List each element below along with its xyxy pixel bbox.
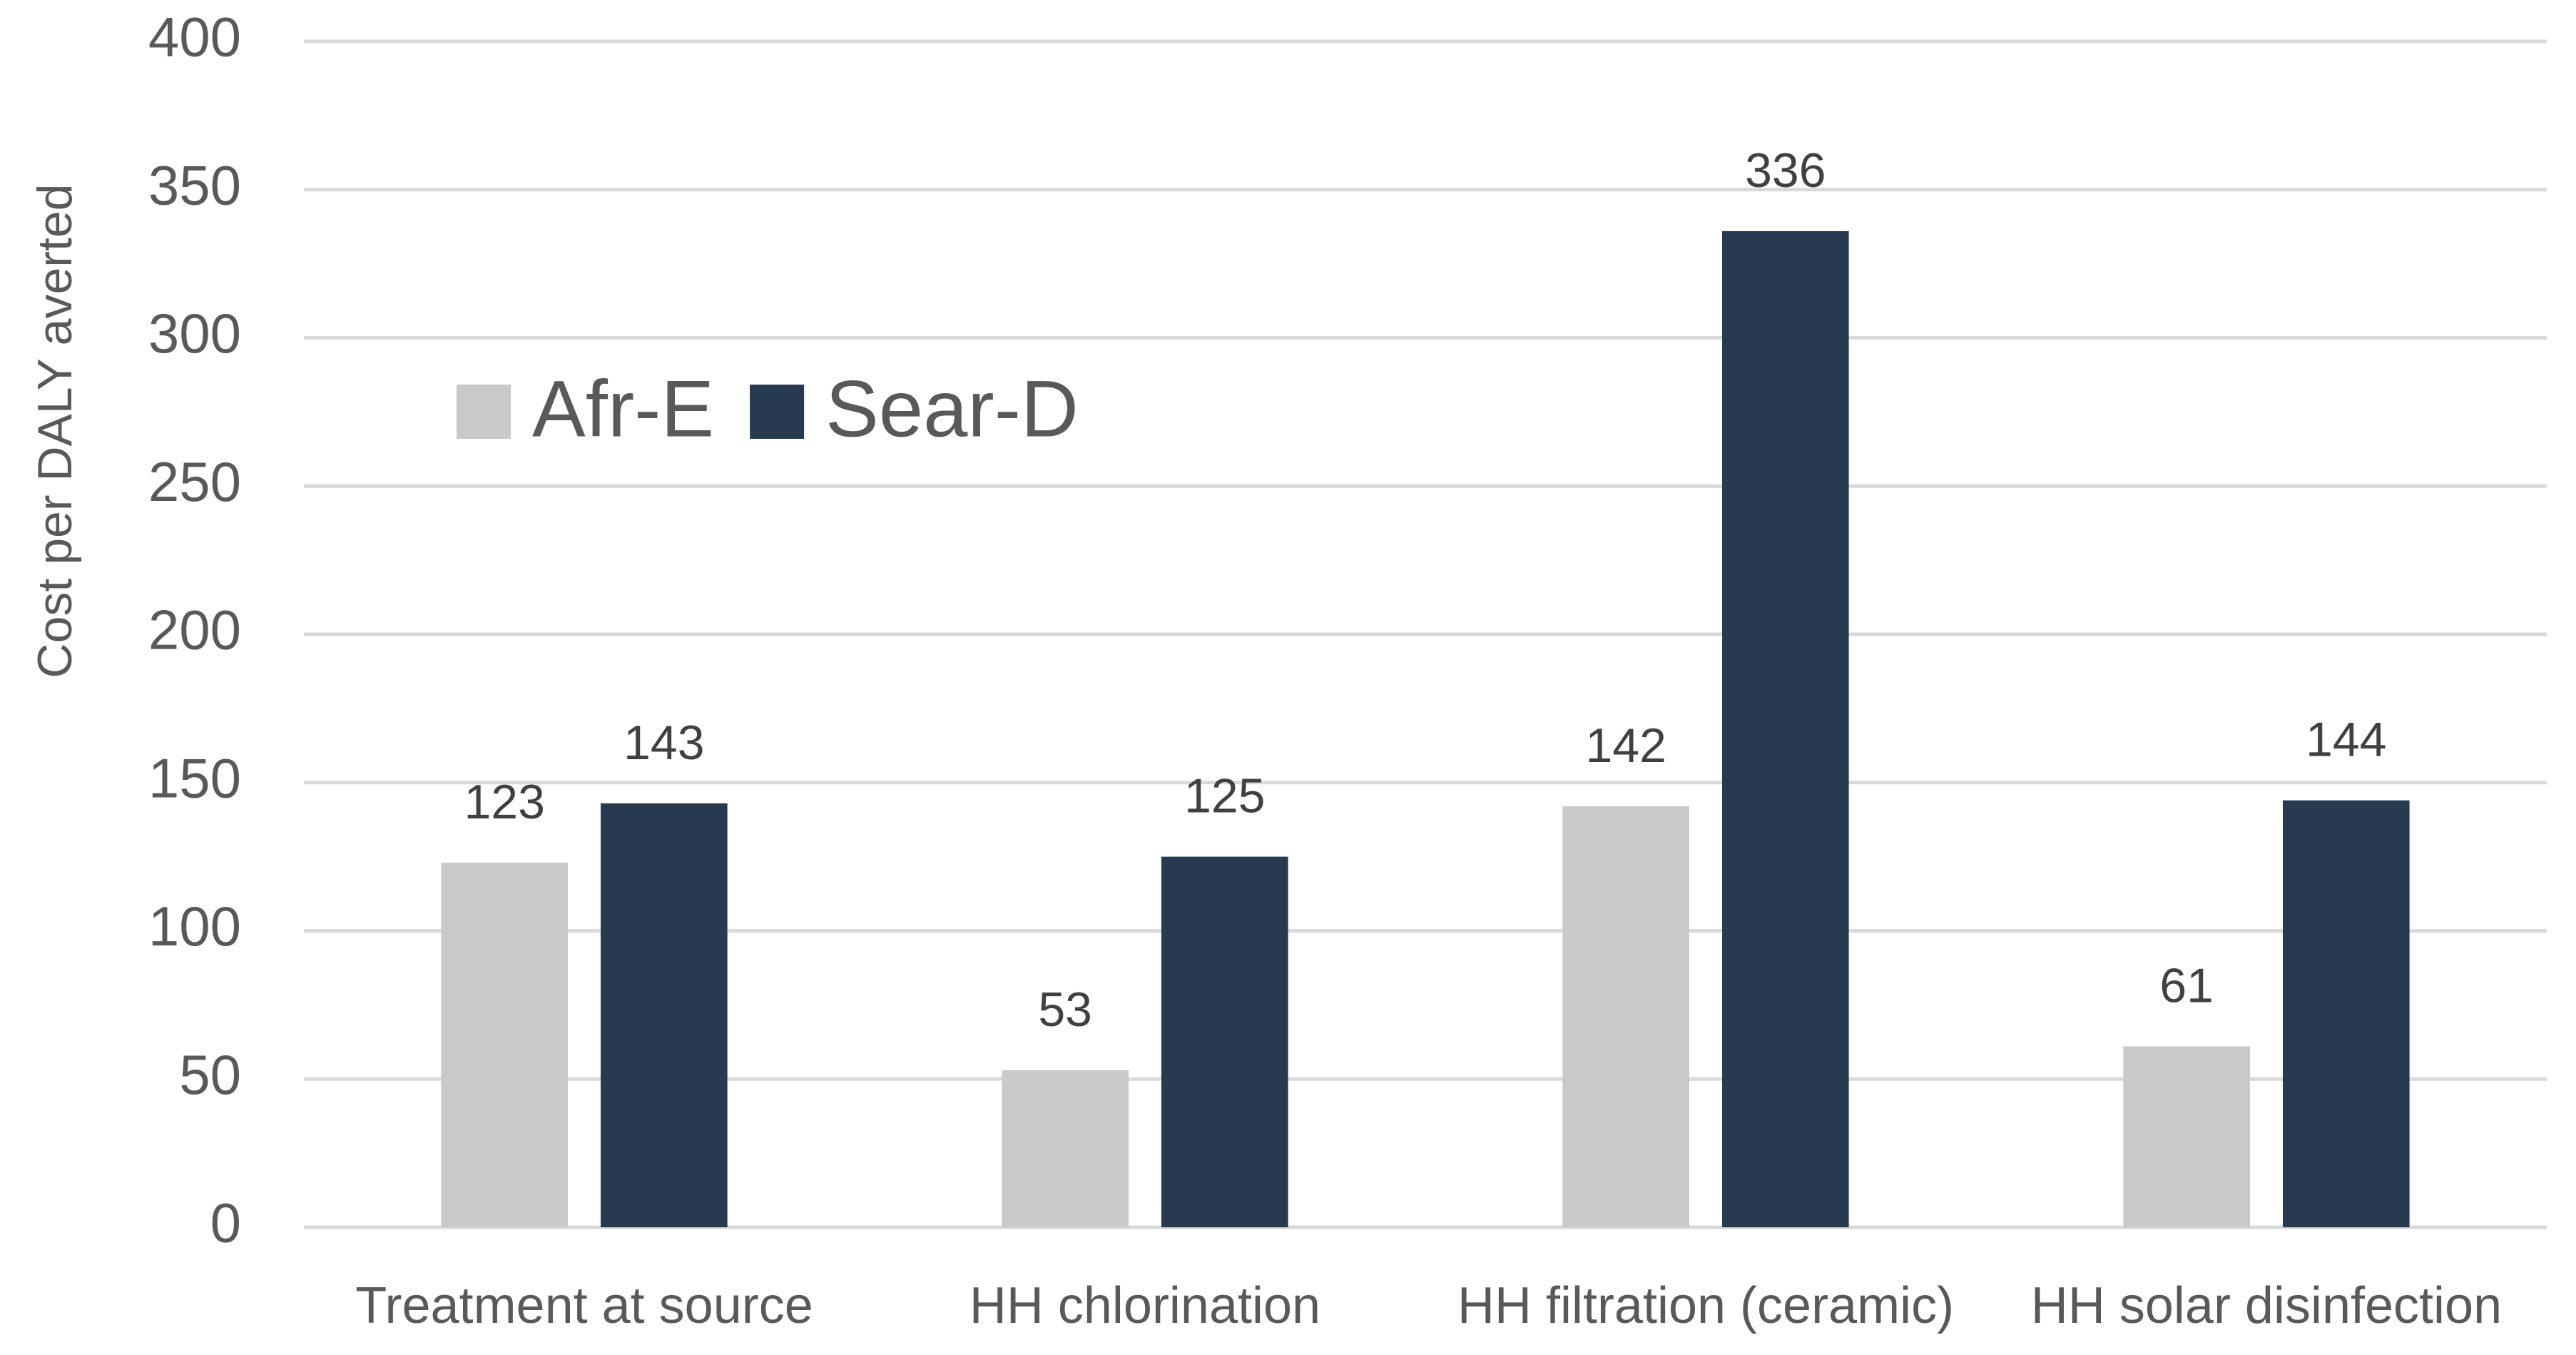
y-tick-label: 0	[210, 1192, 241, 1254]
value-label: 125	[1184, 769, 1265, 823]
y-tick-label: 50	[179, 1043, 241, 1106]
bar	[1002, 1070, 1129, 1227]
y-tick-label: 400	[148, 6, 241, 68]
value-label: 143	[623, 716, 704, 770]
x-tick-label: HH chlorination	[969, 1277, 1320, 1334]
bar	[1161, 856, 1288, 1227]
value-label: 61	[2159, 959, 2214, 1013]
y-tick-label: 350	[148, 153, 241, 216]
bar	[1722, 230, 1849, 1227]
y-tick-label: 200	[148, 599, 241, 661]
x-tick-label: Treatment at source	[355, 1277, 813, 1334]
bar	[441, 862, 568, 1227]
y-tick-label: 250	[148, 450, 241, 513]
bar	[2283, 800, 2410, 1227]
y-tick-label: 100	[148, 895, 241, 958]
bar	[601, 803, 728, 1227]
bar	[2123, 1046, 2250, 1227]
y-tick-label: 150	[148, 746, 241, 809]
value-label: 142	[1585, 719, 1666, 773]
value-label: 123	[464, 775, 544, 829]
legend-label: Sear-D	[825, 365, 1079, 454]
legend-swatch	[457, 385, 511, 439]
value-label: 336	[1745, 143, 1826, 198]
legend-label: Afr-E	[532, 365, 714, 454]
bar	[1562, 806, 1689, 1227]
x-tick-label: HH filtration (ceramic)	[1457, 1277, 1954, 1334]
value-label: 53	[1038, 983, 1092, 1037]
value-label: 144	[2306, 713, 2386, 767]
y-tick-label: 300	[148, 302, 241, 365]
y-axis-title: Cost per DALY averted	[28, 184, 82, 679]
x-tick-label: HH solar disinfection	[2031, 1277, 2502, 1334]
legend-swatch	[750, 385, 805, 439]
